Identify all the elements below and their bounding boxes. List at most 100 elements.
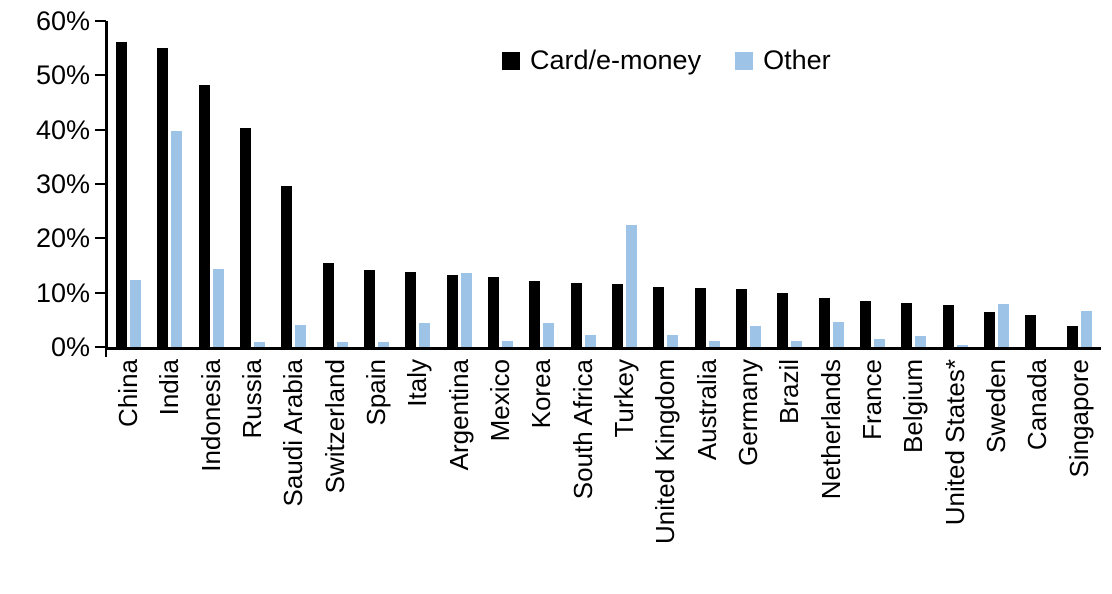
y-axis-tick [95, 183, 106, 185]
x-axis-category-label: Korea [526, 359, 557, 429]
bar-group-france [852, 21, 893, 347]
bar-group-russia [232, 21, 273, 347]
bar-group-argentina [439, 21, 480, 347]
bar-other-mexico [502, 340, 514, 347]
y-axis-tick [95, 237, 106, 240]
x-axis-label-cell: Singapore [1059, 359, 1100, 590]
y-axis-tick-label: 40% [35, 114, 90, 145]
x-axis-category-label: Switzerland [319, 359, 350, 494]
x-axis-label-cell: Switzerland [315, 359, 356, 590]
legend-swatch-card-e-money-icon [502, 51, 520, 70]
bar-other-france [874, 339, 886, 347]
plot-area [108, 21, 1100, 347]
bar-other-sweden [998, 303, 1010, 347]
bar-group-singapore [1059, 21, 1100, 347]
x-axis-labels: China India Indonesia Russia Saudi Arabia Swi… [108, 359, 1100, 590]
y-axis-tick [95, 291, 106, 294]
x-axis-category-label: Singapore [1063, 359, 1094, 478]
bar-other-india [171, 131, 183, 347]
bar-card-e-money-australia [694, 288, 706, 347]
bar-other-argentina [460, 272, 472, 347]
bar-group-belgium [893, 21, 934, 347]
x-axis-category-label: Canada [1022, 359, 1053, 451]
bar-group-switzerland [315, 21, 356, 347]
bar-card-e-money-turkey [612, 284, 624, 347]
x-axis-category-label: Italy [402, 359, 433, 407]
y-axis-tick-label: 10% [35, 277, 90, 308]
bar-group-china [108, 21, 149, 347]
x-axis-label-cell: Saudi Arabia [273, 359, 314, 590]
x-axis-label-cell: United Kingdom [645, 359, 686, 590]
x-axis-category-label: Russia [237, 359, 267, 439]
bar-other-netherlands [832, 321, 844, 347]
bar-other-turkey [626, 225, 638, 347]
bar-card-e-money-russia [240, 127, 252, 347]
x-axis-label-cell: Netherlands [811, 359, 852, 590]
x-axis-category-label: Australia [691, 359, 722, 461]
bar-other-saudi-arabia [295, 325, 307, 347]
bar-card-e-money-china [116, 41, 128, 347]
x-axis-label-cell: Canada [1017, 359, 1058, 590]
bar-group-italy [397, 21, 438, 347]
x-axis-category-label: Argentina [443, 359, 474, 471]
bar-card-e-money-sweden [984, 312, 996, 347]
bar-card-e-money-canada [1025, 314, 1037, 347]
bar-group-spain [356, 21, 397, 347]
bar-group-korea [521, 21, 562, 347]
bar-other-china [130, 280, 142, 347]
legend: Card/e-money Other [502, 45, 831, 76]
x-axis-label-cell: China [108, 359, 149, 590]
bar-other-united-states [956, 345, 968, 347]
bar-other-italy [419, 322, 431, 347]
bar-card-e-money-india [157, 48, 169, 347]
bar-card-e-money-saudi-arabia [281, 186, 293, 347]
bar-other-united-kingdom [667, 334, 679, 347]
bar-other-korea [543, 322, 555, 347]
legend-label-card-e-money: Card/e-money [530, 45, 702, 75]
y-axis-tick [95, 20, 106, 22]
bar-group-south-africa [563, 21, 604, 347]
x-axis-category-label: France [856, 359, 887, 440]
y-axis-tick-label: 30% [35, 169, 90, 199]
bar-other-germany [750, 326, 762, 347]
y-axis-tick [95, 74, 106, 77]
bar-other-belgium [915, 336, 927, 347]
bar-group-germany [728, 21, 769, 347]
x-axis-label-cell: Germany [728, 359, 769, 590]
bar-card-e-money-united-states [942, 304, 954, 347]
bar-other-south-africa [584, 334, 596, 347]
x-axis-label-cell: Italy [397, 359, 438, 590]
legend-swatch-other-icon [735, 51, 754, 70]
x-axis-category-label: China [113, 359, 144, 427]
bar-group-brazil [769, 21, 810, 347]
bar-card-e-money-united-kingdom [653, 287, 665, 347]
bar-card-e-money-mexico [488, 276, 500, 347]
bar-other-russia [254, 342, 266, 347]
x-axis-category-label: Turkey [608, 359, 639, 438]
x-axis-category-label: Germany [732, 359, 763, 466]
bar-card-e-money-belgium [901, 303, 913, 347]
x-axis-label-cell: Brazil [769, 359, 810, 590]
x-axis-category-label: Belgium [898, 359, 929, 453]
x-axis-label-cell: Sweden [976, 359, 1017, 590]
bar-other-singapore [1080, 311, 1092, 347]
y-axis-tick-label: 0% [50, 332, 90, 362]
bar-group-sweden [976, 21, 1017, 347]
bar-card-e-money-brazil [777, 292, 789, 347]
bar-card-e-money-netherlands [818, 297, 830, 347]
x-axis-origin-tick [105, 350, 107, 357]
x-axis-category-label: South Africa [567, 359, 598, 500]
x-axis-label-cell: Turkey [604, 359, 645, 590]
x-axis-label-cell: Indonesia [191, 359, 232, 590]
legend-label-other: Other [763, 45, 831, 75]
bar-other-australia [708, 340, 720, 347]
x-axis-label-cell: Mexico [480, 359, 521, 590]
bar-group-australia [687, 21, 728, 347]
x-axis-line [105, 347, 1101, 350]
x-axis-category-label: Spain [360, 359, 391, 426]
x-axis-category-label: Brazil [774, 359, 805, 425]
bar-card-e-money-switzerland [322, 262, 334, 347]
x-axis-category-label: Sweden [980, 359, 1011, 453]
bar-card-e-money-indonesia [198, 85, 210, 347]
